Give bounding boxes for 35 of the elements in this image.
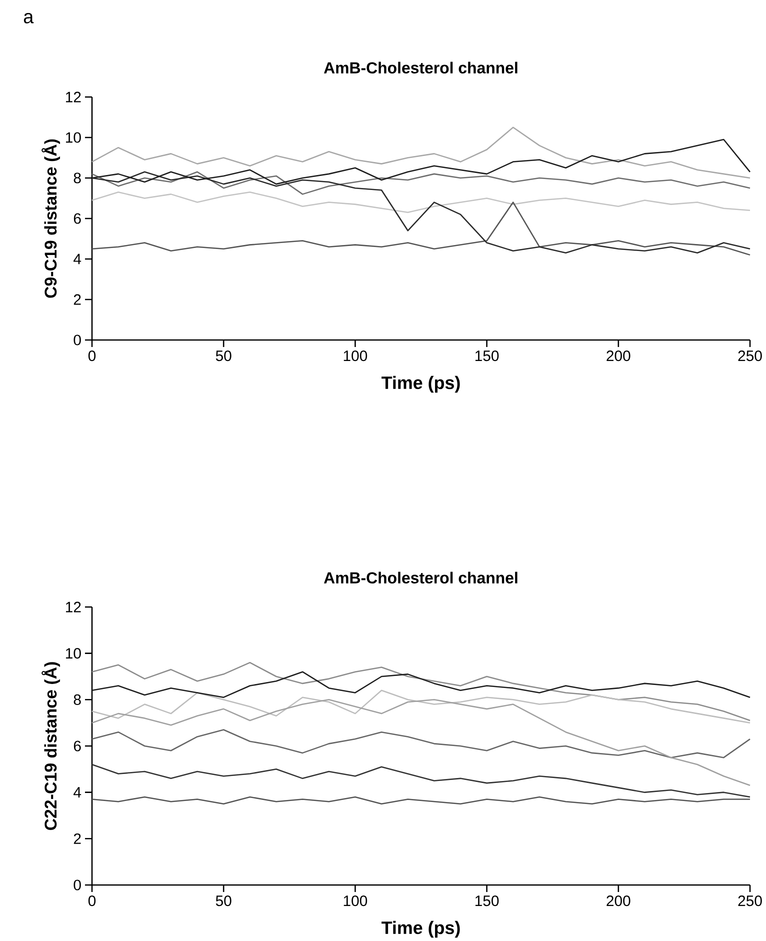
- x-tick-label: 200: [606, 896, 630, 906]
- y-axis-title: C9-C19 distance (Å): [42, 139, 60, 298]
- y-tick-label: 8: [74, 694, 81, 705]
- x-tick-label: 50: [216, 350, 232, 362]
- y-tick-label: 12: [66, 92, 81, 102]
- line-series: [91, 126, 751, 179]
- x-tick-label: 150: [475, 896, 499, 906]
- x-axis-title: Time (ps): [382, 920, 460, 938]
- y-tick-label: 2: [74, 294, 81, 305]
- y-axis-title: C22-C19 distance (Å): [42, 662, 60, 830]
- y-tick-label: 10: [66, 648, 81, 659]
- chart-title: AmB-Cholesterol channel: [324, 572, 518, 584]
- text: a: [24, 13, 34, 24]
- x-axis-title: Time (ps): [382, 376, 460, 393]
- y-tick-label: 2: [74, 833, 81, 844]
- x-tick-label: 250: [738, 896, 762, 906]
- y-tick-label: 4: [74, 254, 82, 264]
- x-tick-label: 0: [88, 896, 96, 906]
- x-tick-label: 0: [88, 350, 96, 362]
- y-tick-label: 6: [74, 213, 81, 224]
- chart-title: AmB-Cholesterol channel: [324, 62, 518, 74]
- y-tick-label: 0: [74, 880, 81, 890]
- y-tick-label: 8: [74, 172, 81, 184]
- y-tick-label: 10: [66, 132, 81, 143]
- y-tick-label: 12: [66, 602, 81, 612]
- y-tick-label: 6: [74, 740, 81, 752]
- y-tick-label: 0: [74, 334, 81, 346]
- y-tick-label: 4: [74, 787, 82, 798]
- x-tick-label: 100: [344, 350, 368, 362]
- x-tick-label: 250: [738, 350, 762, 362]
- line-series: [91, 729, 751, 758]
- x-tick-label: 100: [344, 896, 368, 906]
- x-tick-label: 150: [475, 350, 499, 362]
- x-tick-label: 50: [216, 896, 232, 906]
- x-tick-label: 200: [606, 350, 630, 362]
